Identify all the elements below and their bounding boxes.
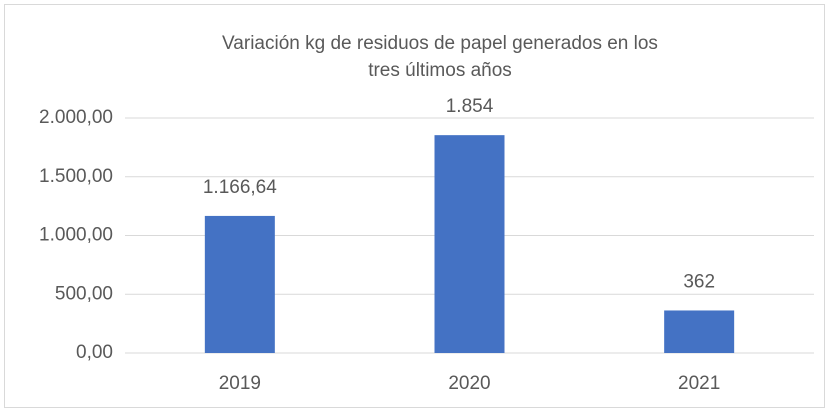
data-label: 1.854 (446, 96, 494, 117)
y-tick-label: 0,00 (76, 342, 113, 363)
data-label: 1.166,64 (203, 177, 277, 198)
bar (204, 215, 275, 353)
y-tick-label: 1.000,00 (39, 225, 113, 246)
x-tick-label: 2020 (448, 373, 490, 394)
x-tick-label: 2019 (219, 373, 261, 394)
y-tick-label: 1.500,00 (39, 166, 113, 187)
y-tick-label: 2.000,00 (39, 107, 113, 128)
bar (664, 310, 735, 353)
chart-border (4, 4, 825, 408)
data-label: 362 (683, 271, 715, 292)
chart-title: Variación kg de residuos de papel genera… (222, 33, 658, 81)
x-tick-label: 2021 (678, 373, 720, 394)
bar (434, 135, 505, 353)
y-tick-label: 500,00 (55, 283, 113, 304)
